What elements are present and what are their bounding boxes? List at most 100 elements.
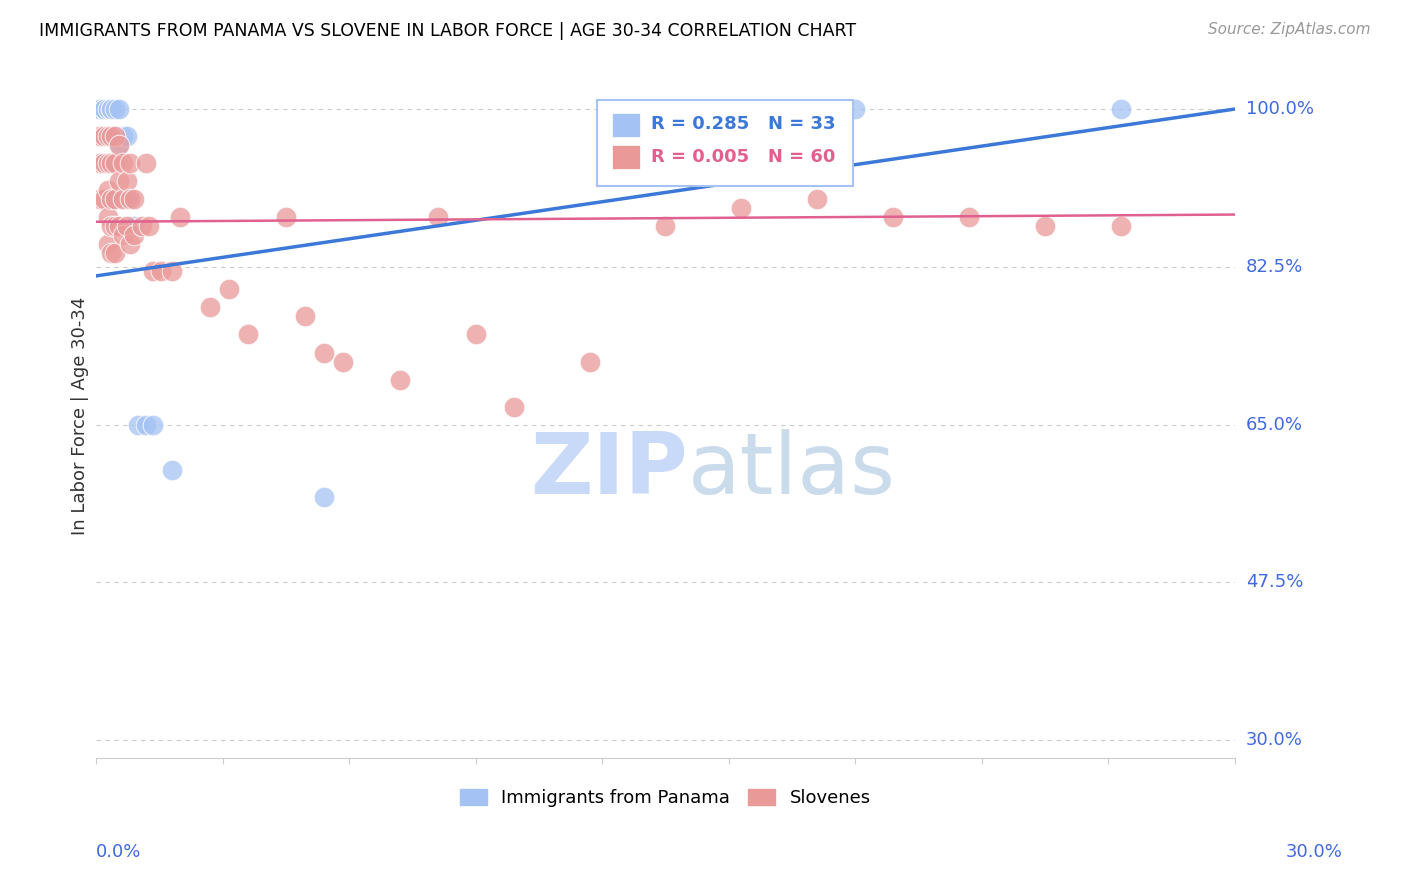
Point [198, 301, 221, 315]
Point [115, 192, 138, 206]
Point [93, 102, 115, 116]
Point [111, 192, 134, 206]
Point [93, 102, 115, 116]
Point [111, 129, 134, 144]
Point [120, 219, 142, 234]
Point [957, 211, 980, 225]
Point [93, 129, 115, 144]
Point [1109, 102, 1132, 116]
Point [312, 345, 335, 359]
Legend: Immigrants from Panama, Slovenes: Immigrants from Panama, Slovenes [453, 781, 879, 814]
Text: 0.0%: 0.0% [96, 843, 141, 861]
Point [108, 138, 131, 153]
Point [111, 228, 134, 243]
Point [131, 219, 153, 234]
Point [104, 192, 127, 206]
Point [274, 211, 297, 225]
Point [104, 192, 127, 206]
Point [100, 156, 122, 170]
Point [89, 156, 111, 170]
Point [426, 211, 449, 225]
Point [100, 129, 122, 144]
Point [108, 138, 131, 153]
FancyBboxPatch shape [612, 145, 640, 169]
Point [100, 219, 122, 234]
Point [89, 102, 111, 116]
Point [120, 156, 142, 170]
Point [806, 192, 828, 206]
Point [89, 129, 111, 144]
Point [97, 156, 120, 170]
Point [115, 129, 138, 144]
Point [502, 400, 524, 414]
Point [149, 264, 172, 278]
Point [97, 211, 120, 225]
Point [160, 463, 183, 477]
Point [122, 192, 145, 206]
Point [104, 102, 127, 116]
Point [104, 219, 127, 234]
Point [218, 282, 240, 296]
Text: atlas: atlas [689, 429, 896, 512]
Text: Source: ZipAtlas.com: Source: ZipAtlas.com [1208, 22, 1371, 37]
Point [464, 327, 486, 342]
Point [142, 264, 165, 278]
Text: R = 0.285   N = 33: R = 0.285 N = 33 [651, 115, 835, 134]
Point [730, 201, 752, 215]
Point [97, 237, 120, 252]
Text: 30.0%: 30.0% [1246, 731, 1303, 749]
Point [111, 156, 134, 170]
Point [104, 129, 127, 144]
Text: IMMIGRANTS FROM PANAMA VS SLOVENE IN LABOR FORCE | AGE 30-34 CORRELATION CHART: IMMIGRANTS FROM PANAMA VS SLOVENE IN LAB… [39, 22, 856, 40]
Point [100, 246, 122, 260]
Point [160, 264, 183, 278]
Point [120, 237, 142, 252]
Point [104, 129, 127, 144]
Point [100, 102, 122, 116]
Point [100, 129, 122, 144]
Point [100, 192, 122, 206]
Point [97, 183, 120, 197]
Point [142, 417, 165, 432]
Point [93, 156, 115, 170]
Point [120, 192, 142, 206]
Text: 30.0%: 30.0% [1286, 843, 1343, 861]
Point [1109, 219, 1132, 234]
Text: 47.5%: 47.5% [1246, 574, 1303, 591]
Point [93, 156, 115, 170]
Text: R = 0.005   N = 60: R = 0.005 N = 60 [651, 147, 835, 166]
Point [844, 102, 866, 116]
Point [111, 192, 134, 206]
Point [115, 174, 138, 188]
Point [294, 310, 316, 324]
Point [108, 219, 131, 234]
Text: ZIP: ZIP [530, 429, 689, 512]
FancyBboxPatch shape [612, 112, 640, 136]
Point [89, 102, 111, 116]
Point [332, 354, 354, 368]
Y-axis label: In Labor Force | Age 30-34: In Labor Force | Age 30-34 [72, 296, 89, 535]
Point [100, 192, 122, 206]
Point [97, 102, 120, 116]
Point [97, 192, 120, 206]
Point [882, 211, 904, 225]
Point [97, 129, 120, 144]
Point [388, 373, 411, 387]
Point [312, 490, 335, 504]
Text: 100.0%: 100.0% [1246, 100, 1315, 118]
Point [104, 246, 127, 260]
Point [138, 219, 160, 234]
Point [104, 156, 127, 170]
Point [135, 156, 157, 170]
Point [236, 327, 259, 342]
Point [169, 211, 191, 225]
FancyBboxPatch shape [598, 101, 853, 186]
Point [100, 156, 122, 170]
Point [578, 354, 600, 368]
Point [93, 129, 115, 144]
Text: 65.0%: 65.0% [1246, 416, 1303, 434]
Point [100, 102, 122, 116]
Point [89, 192, 111, 206]
Text: 82.5%: 82.5% [1246, 258, 1303, 276]
Point [1033, 219, 1056, 234]
